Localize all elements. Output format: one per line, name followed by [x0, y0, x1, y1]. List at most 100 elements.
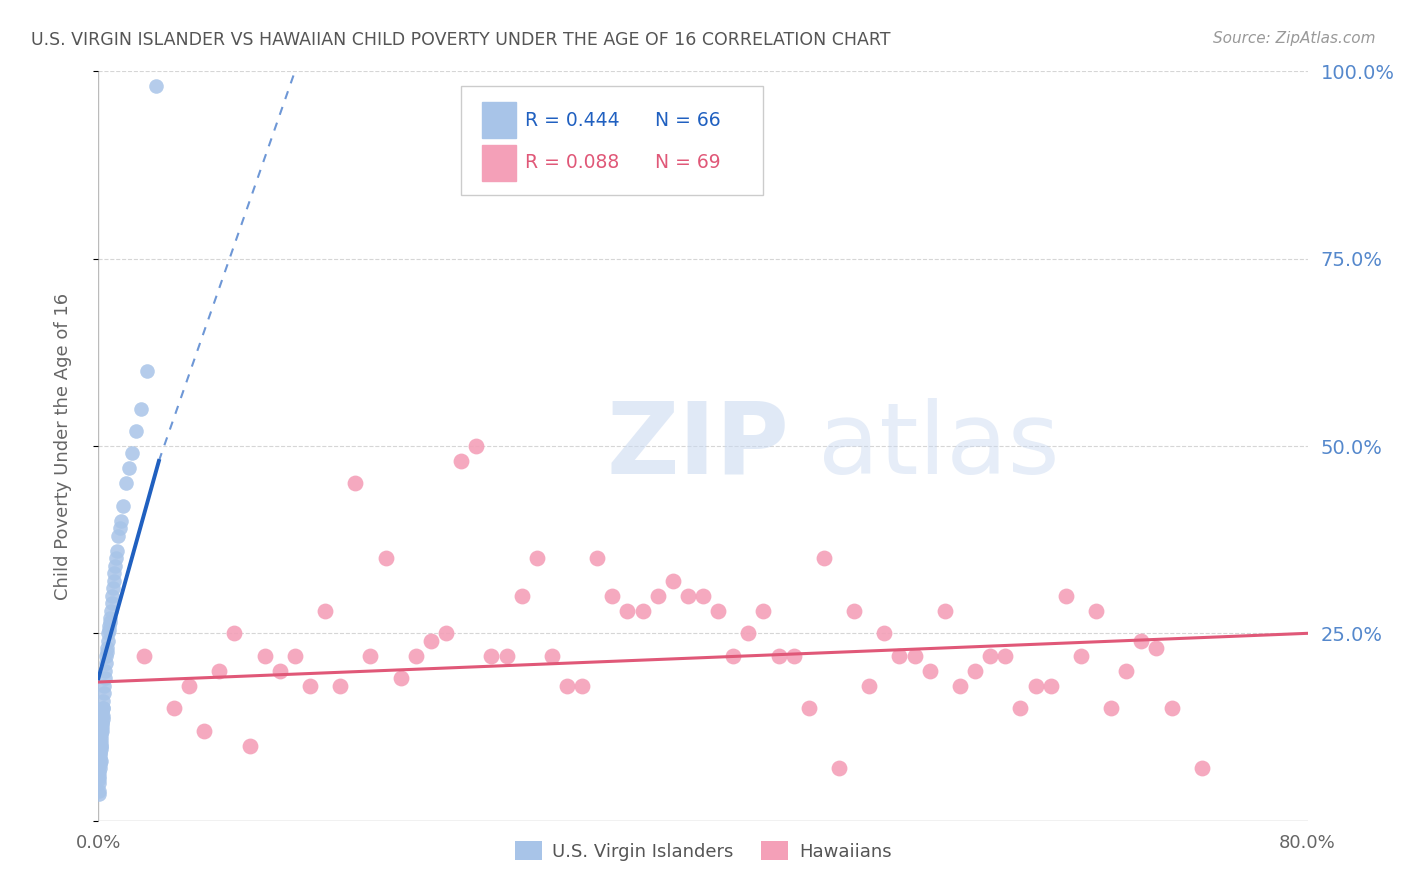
Point	[405, 648, 427, 663]
Point	[661, 574, 683, 588]
Point	[1010, 701, 1032, 715]
FancyBboxPatch shape	[461, 87, 763, 195]
Point	[94, 664, 117, 678]
Point	[344, 476, 367, 491]
Text: Source: ZipAtlas.com: Source: ZipAtlas.com	[1212, 31, 1375, 46]
Point	[121, 446, 143, 460]
Point	[918, 664, 941, 678]
Point	[90, 739, 112, 753]
Point	[114, 476, 136, 491]
Bar	[482, 145, 516, 181]
Point	[89, 769, 111, 783]
Point	[89, 754, 111, 768]
Point	[107, 529, 129, 543]
Point	[1115, 664, 1137, 678]
Point	[314, 604, 336, 618]
Point	[602, 589, 624, 603]
Point	[813, 551, 835, 566]
Point	[104, 558, 127, 573]
Point	[752, 604, 775, 618]
Y-axis label: Child Poverty Under the Age of 16: Child Poverty Under the Age of 16	[53, 293, 72, 599]
Point	[90, 739, 112, 753]
Point	[90, 720, 112, 734]
Point	[89, 746, 111, 760]
Point	[586, 551, 609, 566]
Point	[93, 671, 115, 685]
Point	[129, 401, 152, 416]
Point	[828, 761, 851, 775]
Point	[360, 648, 382, 663]
Point	[676, 589, 699, 603]
Point	[91, 708, 114, 723]
Point	[89, 761, 111, 775]
Point	[90, 727, 112, 741]
Point	[103, 574, 125, 588]
Point	[110, 514, 132, 528]
Point	[224, 626, 246, 640]
Point	[135, 364, 157, 378]
Point	[284, 648, 307, 663]
Point	[858, 679, 880, 693]
Point	[96, 648, 118, 663]
Point	[994, 648, 1017, 663]
Text: ZIP: ZIP	[606, 398, 789, 494]
Point	[90, 716, 112, 731]
Point	[89, 739, 111, 753]
Text: N = 66: N = 66	[655, 111, 720, 130]
Point	[98, 619, 121, 633]
Point	[104, 551, 127, 566]
Point	[91, 713, 114, 727]
Point	[904, 648, 927, 663]
Point	[873, 626, 896, 640]
Point	[89, 757, 111, 772]
Point	[1024, 679, 1046, 693]
Point	[631, 604, 654, 618]
Point	[90, 735, 112, 749]
Point	[103, 566, 125, 581]
Point	[97, 623, 120, 637]
Point	[96, 641, 118, 656]
Point	[193, 723, 215, 738]
Point	[692, 589, 714, 603]
Point	[91, 701, 114, 715]
Point	[269, 664, 291, 678]
Point	[540, 648, 562, 663]
Point	[465, 439, 488, 453]
Point	[979, 648, 1001, 663]
Point	[179, 679, 201, 693]
Point	[647, 589, 669, 603]
Point	[125, 424, 148, 438]
Text: R = 0.444: R = 0.444	[526, 111, 620, 130]
Point	[329, 679, 352, 693]
Point	[111, 499, 134, 513]
Text: N = 69: N = 69	[655, 153, 720, 172]
Point	[1054, 589, 1077, 603]
Text: atlas: atlas	[818, 398, 1060, 494]
Point	[555, 679, 578, 693]
Point	[450, 454, 472, 468]
Point	[299, 679, 322, 693]
Point	[91, 694, 114, 708]
Point	[526, 551, 548, 566]
Point	[98, 615, 121, 629]
Point	[91, 705, 114, 719]
Text: U.S. VIRGIN ISLANDER VS HAWAIIAN CHILD POVERTY UNDER THE AGE OF 16 CORRELATION C: U.S. VIRGIN ISLANDER VS HAWAIIAN CHILD P…	[31, 31, 890, 49]
Point	[389, 671, 412, 685]
Point	[91, 708, 114, 723]
Point	[87, 788, 110, 802]
Point	[420, 633, 443, 648]
Point	[1130, 633, 1153, 648]
Point	[90, 742, 112, 756]
Point	[723, 648, 745, 663]
Point	[94, 657, 117, 671]
Point	[89, 776, 111, 790]
Point	[481, 648, 503, 663]
Point	[239, 739, 262, 753]
Point	[374, 551, 396, 566]
Point	[93, 679, 115, 693]
Bar	[482, 103, 516, 138]
Point	[1070, 648, 1092, 663]
Point	[571, 679, 593, 693]
Point	[783, 648, 806, 663]
Legend: U.S. Virgin Islanders, Hawaiians: U.S. Virgin Islanders, Hawaiians	[508, 834, 898, 868]
